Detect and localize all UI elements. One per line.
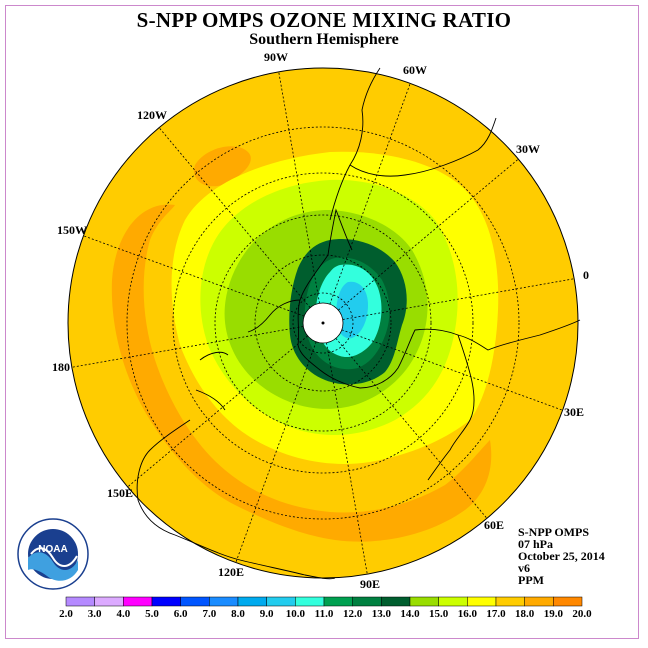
meridian-line (329, 83, 411, 305)
latitude-circle-70 (254, 254, 392, 392)
colorbar-tick-label: 19.0 (543, 608, 563, 620)
colorbar-swatch (209, 596, 239, 607)
lon-label-60w: 60W (403, 63, 427, 77)
colorbar-tick-label: 11.0 (314, 608, 334, 620)
colorbar-swatch (295, 596, 325, 607)
colorbar-swatch (524, 596, 554, 607)
meridian-line (326, 342, 368, 575)
colorbar-tick-label: 16.0 (457, 608, 477, 620)
meridian-line (338, 158, 519, 311)
latitude-circle-80 (292, 292, 354, 354)
coastline-south-america (329, 67, 497, 221)
coastline-new-zealand (195, 351, 229, 411)
colorbar-tick-label: 17.0 (486, 608, 506, 620)
noaa-logo-icon: NOAA (17, 518, 89, 590)
lon-label-30e: 30E (564, 405, 585, 419)
colorbar-tick-label: 9.0 (259, 608, 274, 620)
coastline-ross-ice-shelf (247, 299, 301, 333)
colorbar-swatch (467, 596, 497, 607)
colorbar-tick-label: 8.0 (231, 608, 245, 620)
plot-frame (5, 5, 639, 639)
colorbar-swatch (323, 596, 353, 607)
coastline-antarctica (297, 254, 581, 389)
colorbar-tick-label: 13.0 (371, 608, 391, 620)
colorbar-swatch (266, 596, 296, 607)
lon-label-90w: 90W (264, 50, 288, 64)
meridian-line (335, 338, 488, 519)
lon-label-90e: 90E (360, 577, 381, 591)
meridian-line (341, 329, 563, 411)
colorbar-tick-label: 3.0 (87, 608, 102, 620)
colorbar-tick-label: 4.0 (116, 608, 131, 620)
meridian-line (235, 341, 317, 563)
meridian-line (278, 71, 320, 304)
lon-label-0: 0 (583, 268, 589, 282)
lon-label-120e: 120E (218, 565, 245, 579)
lon-label-60e: 60E (484, 518, 505, 532)
colorbar-tick-label: 7.0 (202, 608, 217, 620)
info-instrument: S-NPP OMPS (518, 525, 589, 539)
map-subtitle: Southern Hemisphere (249, 31, 399, 48)
colorbar-tick-label: 5.0 (145, 608, 159, 620)
lon-label-150e: 150E (107, 486, 134, 500)
colorbar-tick-label: 10.0 (285, 608, 305, 620)
colorbar-tick-label: 14.0 (400, 608, 420, 620)
coastline-australia (136, 419, 336, 580)
meridian-line (342, 278, 575, 320)
ozone-band-17-west (111, 204, 492, 542)
info-pressure-level: 07 hPa (518, 537, 554, 551)
info-date: October 25, 2014 (518, 549, 605, 563)
colorbar-swatch (553, 596, 583, 607)
colorbar-tick-label: 18.0 (515, 608, 535, 620)
colorbar-tick-label: 6.0 (173, 608, 188, 620)
ozone-band-9 (336, 281, 368, 339)
colorbar-tick-label: 20.0 (572, 608, 592, 620)
lon-label-180: 180 (52, 360, 70, 374)
meridian-line (71, 326, 304, 368)
colorbar-swatch (381, 596, 411, 607)
coastline-africa (427, 334, 475, 481)
lon-label-150w: 150W (57, 223, 87, 237)
colorbar-swatch (94, 596, 124, 607)
colorbar-swatch (495, 596, 525, 607)
colorbar (65, 596, 583, 607)
meridian-line (158, 127, 311, 308)
colorbar-swatch (65, 596, 95, 607)
latitude-circle-60 (214, 214, 432, 432)
meridian-line (83, 235, 305, 317)
colorbar-tick-label: 15.0 (429, 608, 449, 620)
info-block: S-NPP OMPS 07 hPa October 25, 2014 v6 PP… (518, 526, 605, 586)
lon-label-120w: 120W (137, 108, 167, 122)
colorbar-swatch (180, 596, 210, 607)
info-units: PPM (518, 573, 544, 587)
coastline-antarctic-peninsula (327, 208, 353, 256)
colorbar-labels: 2.0 3.0 4.0 5.0 6.0 7.0 8.0 9.0 10.0 11.0 12.0 13.0… (0, 608, 648, 622)
noaa-logo-text: NOAA (38, 544, 67, 555)
colorbar-swatch (438, 596, 468, 607)
latitude-circle-40 (126, 126, 520, 520)
colorbar-tick-label: 2.0 (59, 608, 73, 620)
map-title: S-NPP OMPS OZONE MIXING RATIO (136, 8, 512, 32)
ozone-band-17-north (194, 146, 251, 187)
colorbar-swatch (352, 596, 382, 607)
latitude-circle-50 (172, 172, 474, 474)
colorbar-tick-label: 12.0 (343, 608, 363, 620)
info-version: v6 (518, 561, 530, 575)
colorbar-swatch (409, 596, 439, 607)
pole-marker (321, 321, 325, 325)
lon-label-30w: 30W (516, 142, 540, 156)
colorbar-swatch (237, 596, 267, 607)
meridian-line (127, 335, 308, 488)
colorbar-swatch (123, 596, 153, 607)
colorbar-swatch (151, 596, 181, 607)
